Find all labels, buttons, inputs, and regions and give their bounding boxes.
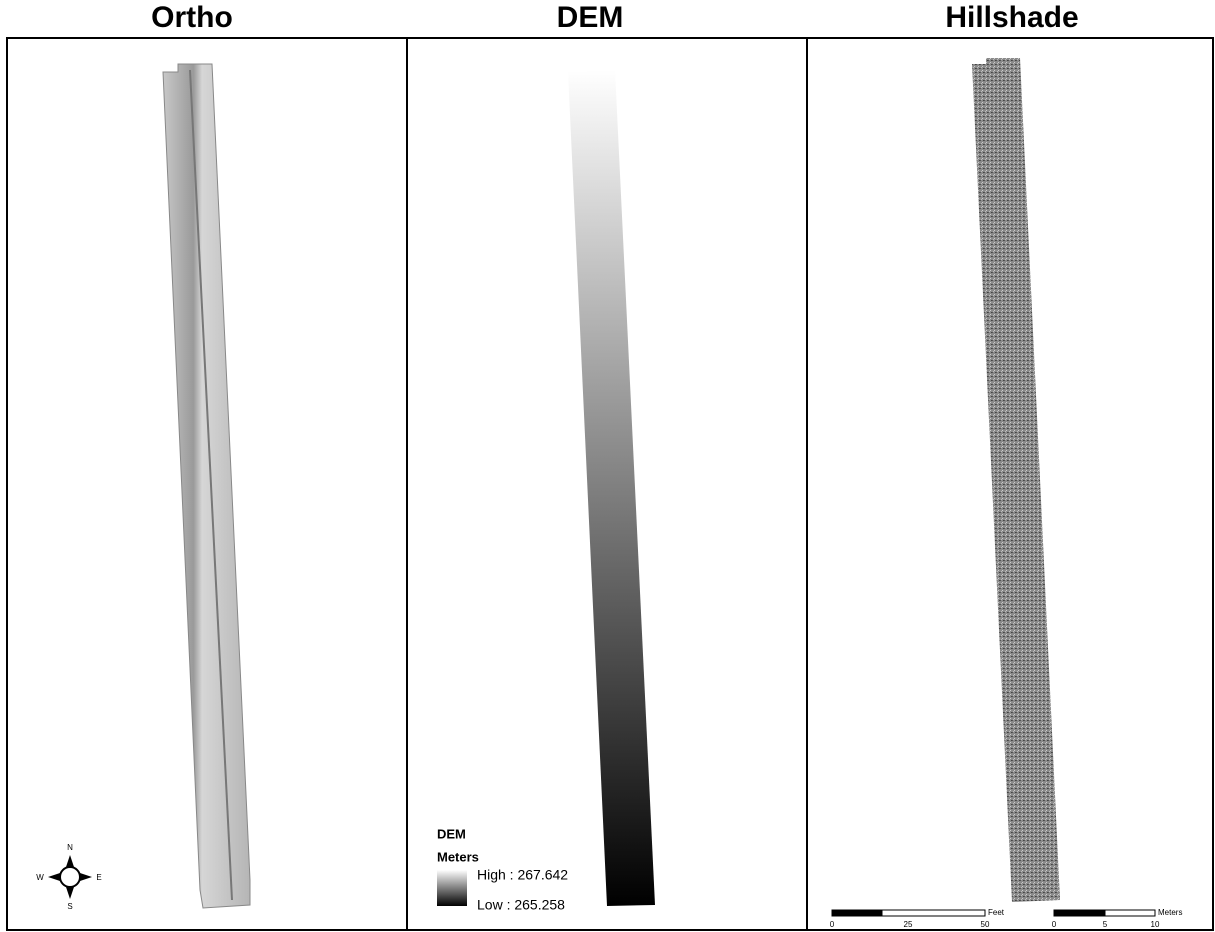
legend-low: Low : 265.258 (477, 897, 565, 913)
scale-unit: Meters (1158, 908, 1182, 917)
legend-title: DEM (437, 826, 466, 841)
compass-label: N (67, 843, 73, 852)
scale-label: 0 (830, 920, 835, 929)
compass: N S E W (36, 843, 101, 911)
legend-unit: Meters (437, 849, 479, 864)
hillshade-strip (972, 58, 1060, 902)
scale-label: 25 (904, 920, 913, 929)
panel-title: Ortho (151, 1, 233, 34)
legend-high: High : 267.642 (477, 867, 568, 883)
dem-strip (568, 70, 655, 906)
compass-label: W (36, 873, 44, 882)
ortho-strip (163, 64, 250, 908)
scale-label: 10 (1151, 920, 1160, 929)
scale-bar: Meters 0 5 10 (1052, 908, 1183, 929)
legend-ramp (437, 870, 467, 906)
panel-title: DEM (557, 1, 624, 34)
scale-label: 5 (1103, 920, 1108, 929)
compass-label: E (96, 873, 101, 882)
map-figure: Ortho DEM Hillshade N S E W DEM Meters H… (0, 0, 1215, 932)
scale-bar: Feet 0 25 50 (830, 908, 1005, 929)
compass-label: S (67, 902, 72, 911)
scale-unit: Feet (988, 908, 1005, 917)
scale-label: 50 (981, 920, 990, 929)
scale-label: 0 (1052, 920, 1057, 929)
panel-title: Hillshade (945, 1, 1078, 34)
legend: DEM Meters High : 267.642 Low : 265.258 (437, 826, 568, 912)
